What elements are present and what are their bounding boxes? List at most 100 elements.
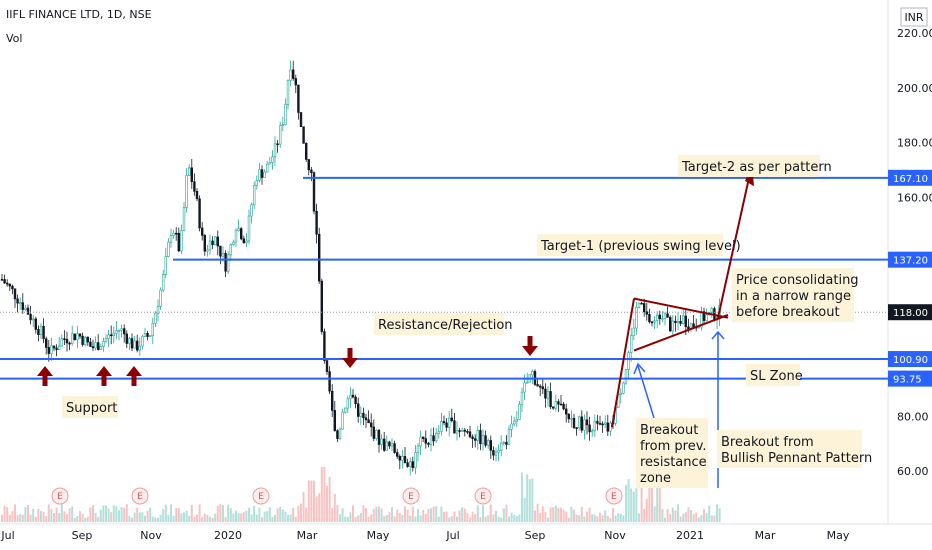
candle-body [445, 422, 448, 428]
breakout-prev-note-text: Breakout [640, 423, 698, 438]
volume-bar [110, 512, 113, 522]
volume-bar [45, 516, 48, 522]
candle-body [24, 307, 27, 310]
volume-bar [430, 508, 432, 522]
candle-body [312, 172, 316, 212]
candle-body [294, 78, 297, 86]
earnings-marker-label: E [137, 492, 143, 502]
volume-bar [40, 511, 42, 522]
volume-bar [586, 511, 588, 522]
volume-bar [463, 508, 466, 522]
volume-bar [157, 517, 159, 522]
target2-note-bg [678, 155, 820, 177]
volume-bar [279, 506, 282, 522]
candle-body [104, 338, 108, 342]
candle-body [507, 429, 511, 445]
candle-body [193, 181, 196, 192]
candle-body [362, 412, 365, 419]
volume-bar [474, 514, 477, 522]
volume-bar [271, 516, 274, 522]
candle-body [414, 452, 417, 468]
candle-body [156, 306, 160, 314]
volume-bar [622, 515, 625, 522]
candle-body [115, 330, 118, 334]
candle-body [681, 315, 685, 324]
volume-bar [414, 516, 417, 522]
volume-bar [510, 512, 513, 522]
candle-body [307, 159, 310, 171]
volume-bar [609, 517, 612, 522]
volume-bar [697, 517, 700, 522]
volume-bar [331, 507, 334, 522]
volume-bar [552, 507, 555, 522]
candle-body [76, 333, 79, 341]
candle-body [512, 420, 516, 425]
y-tick-label: 160.00 [897, 191, 932, 204]
candle-body [336, 430, 339, 439]
candle-body [546, 391, 550, 399]
candle-body [395, 452, 399, 457]
volume-bar [526, 474, 529, 522]
breakout-prev-note-text: from prev. [640, 439, 707, 454]
volume-bar [614, 515, 617, 522]
volume-bar [352, 505, 354, 522]
volume-bar [544, 512, 547, 522]
volume-bar [250, 514, 253, 522]
volume-bar [684, 512, 687, 522]
volume-bar [128, 515, 131, 522]
candle-body [648, 314, 651, 323]
sl-note-text: SL Zone [750, 369, 803, 384]
candle-body [245, 240, 248, 244]
candle-body [258, 169, 261, 181]
candle-body [224, 253, 227, 272]
volume-bar [11, 511, 14, 522]
volume-bar [401, 514, 404, 522]
volume-bar [99, 509, 102, 522]
pennant-breakout-arrow-head [711, 330, 725, 340]
volume-bar [515, 516, 518, 522]
volume-bar [188, 516, 191, 522]
x-tick-label: Mar [297, 529, 318, 542]
volume-bar [92, 504, 94, 522]
volume-bar [253, 505, 256, 522]
candle-body [460, 429, 464, 432]
volume-bar [115, 506, 118, 522]
price-axis[interactable]: 60.00 80.00 160.00 180.00 200.00 220.00 118.00… [888, 27, 932, 478]
volume-bar [123, 507, 126, 522]
earnings-marker-label: E [480, 492, 486, 502]
volume-bar [554, 505, 557, 522]
support-arrow-3-shaft [131, 372, 137, 386]
candle-body [502, 441, 505, 444]
candle-body [559, 403, 563, 406]
volume-bar [266, 511, 269, 522]
volume-bar [203, 513, 206, 522]
candle-body [341, 411, 344, 430]
candle-body [427, 442, 430, 445]
rejection-arrow-1-shaft [347, 348, 353, 362]
x-tick-label: Mar [755, 529, 776, 542]
candle-body [63, 338, 66, 340]
candle-body [169, 235, 173, 243]
candle-body [302, 126, 305, 144]
candle-body [447, 417, 451, 428]
volume-bar [107, 508, 110, 522]
volume-bar [521, 472, 523, 522]
volume-bar [8, 514, 11, 522]
candle-body [710, 308, 714, 314]
candle-body [541, 386, 545, 390]
candle-body [385, 441, 388, 451]
volume-bar [703, 509, 705, 522]
volume-bar [718, 508, 721, 522]
currency-box[interactable] [900, 7, 928, 27]
volume-bar [300, 503, 302, 522]
candle-body [44, 338, 48, 348]
candle-body [401, 456, 404, 461]
volume-bar [14, 504, 16, 522]
time-axis[interactable]: Jul Sep Nov 2020 Mar May Jul Sep Nov 2021 Mar May [0, 529, 849, 542]
candle-body [136, 340, 139, 351]
candle-body [177, 232, 180, 252]
volume-bar [388, 511, 391, 522]
candle-body [42, 326, 45, 340]
volume-bar [612, 508, 614, 522]
